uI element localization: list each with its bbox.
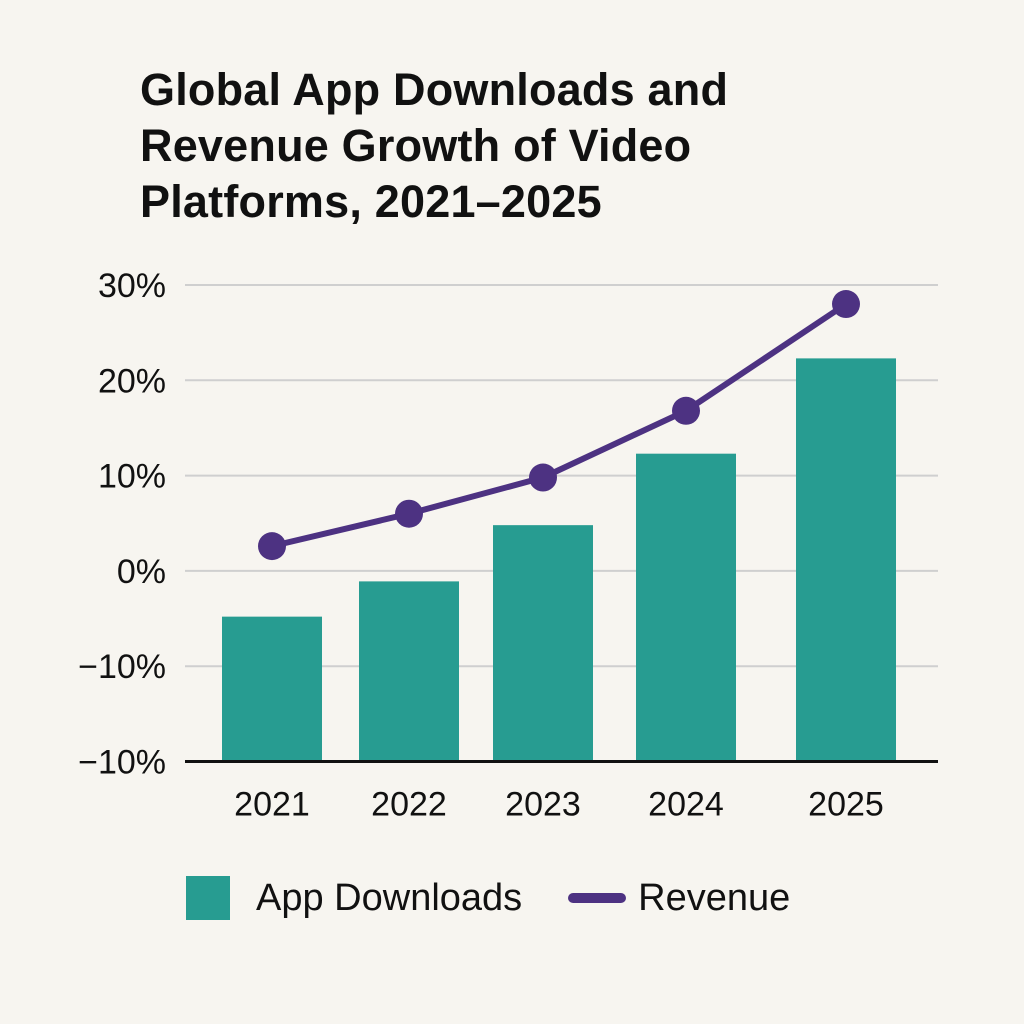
chart-title-line-1: Global App Downloads and [140,64,729,115]
point-revenue [258,532,286,561]
point-revenue [832,290,860,319]
y-tick-label: 30% [98,267,166,305]
bar-app-downloads [493,525,593,762]
point-revenue [529,463,557,492]
x-tick-label: 2025 [808,786,884,824]
legend-swatch-app-downloads [186,876,230,920]
y-tick-label: 10% [98,458,166,496]
legend-item-revenue: Revenue [568,877,790,920]
line-revenue [269,301,849,550]
bar-layer [222,358,896,762]
legend-item-app-downloads: App Downloads [186,876,522,920]
point-revenue [395,499,423,528]
line-layer [258,290,860,561]
x-tick-label: 2023 [505,786,581,824]
legend-swatch-revenue [568,893,627,903]
legend-label-app-downloads: App Downloads [256,876,523,919]
chart-title: Global App Downloads and Revenue Growth … [140,62,900,230]
bar-app-downloads [636,453,736,762]
legend-label-revenue: Revenue [638,876,791,919]
bar-app-downloads [796,358,896,762]
chart-title-line-2: Revenue Growth of Video [140,120,692,171]
x-tick-label: 2021 [234,786,310,824]
label-layer: 30% 20% 10% 0% −10% −10% 2021 2022 2023 2024 2025 [78,267,884,824]
y-tick-label: 20% [98,362,166,400]
point-revenue [672,396,700,425]
chart-legend: App Downloads Revenue [186,872,790,924]
x-tick-label: 2024 [648,786,724,824]
x-tick-label: 2022 [371,786,447,824]
y-tick-label: −10% [78,744,166,782]
y-tick-label: −10% [78,648,166,686]
bar-app-downloads [359,581,459,762]
chart-title-line-3: Platforms, 2021–2025 [140,176,602,227]
y-tick-label: 0% [117,553,166,591]
bar-app-downloads [222,616,322,762]
